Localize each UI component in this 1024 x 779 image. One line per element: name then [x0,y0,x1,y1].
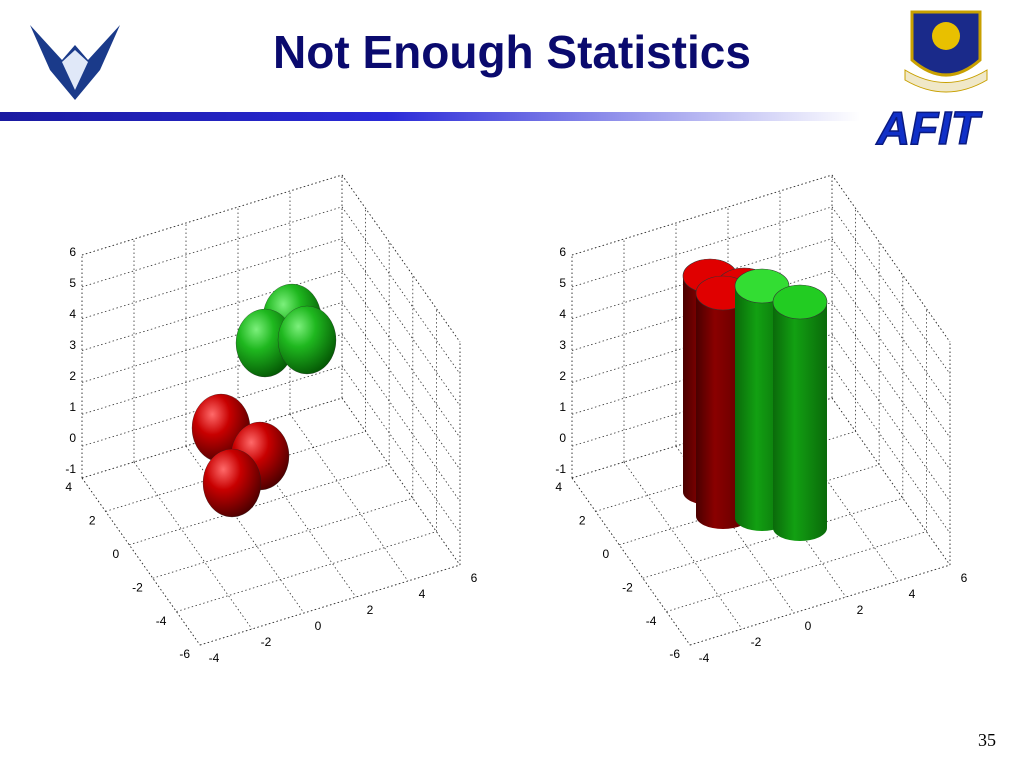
afit-text: AFIT [876,102,983,154]
y-tick-label: -2 [132,580,143,594]
y-tick-label: -6 [669,647,680,661]
grid-line [81,206,343,288]
grid-line [81,477,201,646]
grid-line [831,365,951,534]
grid-line [571,477,691,646]
z-tick-label: 4 [559,307,566,321]
z-tick-label: 4 [69,307,76,321]
z-tick-label: 5 [69,276,76,290]
z-tick-label: -1 [65,462,76,476]
y-tick-label: -2 [622,580,633,594]
afit-logo: AFIT [875,10,988,155]
y-tick-label: -4 [646,614,657,628]
air-force-logo [30,25,120,100]
grid-line [571,206,833,288]
z-tick-label: 1 [69,400,76,414]
grid-line [341,270,461,438]
blob [202,448,262,518]
x-tick-label: 2 [857,603,864,617]
grid-line [81,333,343,415]
plot-3d: 6 5 4 3 2 1 0 -1 4 2 0 -2 -4 -6 -4 -2 0 2 4 6 [65,174,478,665]
grid-line [831,174,951,343]
grid-line [341,397,461,566]
grid-line [199,564,461,646]
grid-line [831,270,951,438]
grid-line [831,302,951,470]
page-number: 35 [978,730,996,750]
z-tick-label: 3 [559,338,566,352]
grid-line [341,174,461,343]
z-tick-label: 2 [559,369,566,383]
grid-line [341,334,461,502]
y-tick-label: 2 [579,514,586,528]
z-tick-label: 0 [559,431,566,445]
z-tick-label: 1 [559,400,566,414]
grid-line [81,477,201,646]
x-tick-label: -4 [699,651,710,665]
y-tick-label: 0 [603,547,610,561]
grid-line [152,497,413,579]
grid-line [81,270,343,351]
grid-line [571,174,833,256]
y-tick-label: -4 [156,614,167,628]
grid-line [289,413,409,582]
slide-title: Not Enough Statistics [273,26,751,78]
grid-line [642,497,903,579]
plot-3d: 6 5 4 3 2 1 0 -1 4 2 0 -2 -4 -6 -4 -2 0 2 4 6 [555,174,968,665]
cylinder [773,302,827,528]
cylinder-top [772,284,828,320]
grid-line [831,397,951,566]
x-tick-label: -4 [209,651,220,665]
x-tick-label: 4 [909,587,916,601]
z-tick-label: 5 [559,276,566,290]
grid-line [341,302,461,470]
grid-line [666,531,927,612]
x-tick-label: 0 [805,619,812,633]
y-tick-label: 2 [89,514,96,528]
x-tick-label: -2 [751,635,762,649]
grid-line [831,174,951,343]
grid-line [81,238,343,320]
grid-line [831,334,951,502]
z-tick-label: 2 [69,369,76,383]
y-tick-label: -6 [179,647,190,661]
blob [277,305,337,375]
x-tick-label: 0 [315,619,322,633]
grid-line [341,174,461,343]
z-tick-label: 6 [559,245,566,259]
y-tick-label: 4 [65,480,72,494]
grid-line [341,238,461,406]
x-tick-label: 6 [961,571,968,585]
grid-line [341,206,461,375]
z-tick-label: 0 [69,431,76,445]
grid-line [81,174,343,256]
grid-line [341,365,461,534]
header-bar [0,112,860,121]
z-tick-label: -1 [555,462,566,476]
grid-line [831,206,951,375]
grid-line [81,302,343,383]
x-tick-label: 2 [367,603,374,617]
x-tick-label: 6 [471,571,478,585]
y-tick-label: 4 [555,480,562,494]
y-tick-label: 0 [113,547,120,561]
z-tick-label: 6 [69,245,76,259]
grid-line [831,397,951,566]
grid-line [689,564,951,646]
x-tick-label: -2 [261,635,272,649]
grid-line [129,464,390,546]
z-tick-label: 3 [69,338,76,352]
grid-line [341,397,461,566]
x-tick-label: 4 [419,587,426,601]
cylinder-base [773,515,827,541]
grid-line [176,531,437,612]
grid-line [571,477,691,646]
grid-line [831,238,951,406]
